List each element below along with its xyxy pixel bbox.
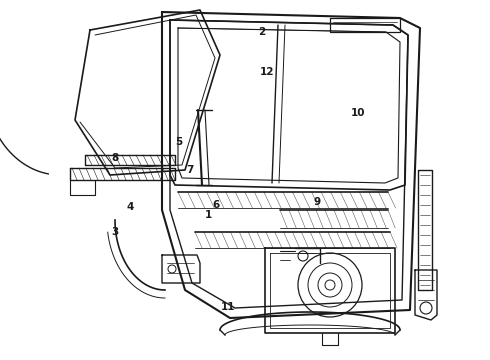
Text: 12: 12 [260,67,274,77]
Text: 1: 1 [204,210,212,220]
Text: 6: 6 [212,200,220,210]
Text: 11: 11 [221,302,235,312]
Text: 3: 3 [111,227,119,237]
Text: 10: 10 [351,108,365,118]
Text: 7: 7 [186,165,194,175]
Text: 8: 8 [111,153,119,163]
Text: 2: 2 [258,27,266,37]
Text: 9: 9 [314,197,320,207]
Text: 5: 5 [175,137,183,147]
Text: 4: 4 [126,202,134,212]
